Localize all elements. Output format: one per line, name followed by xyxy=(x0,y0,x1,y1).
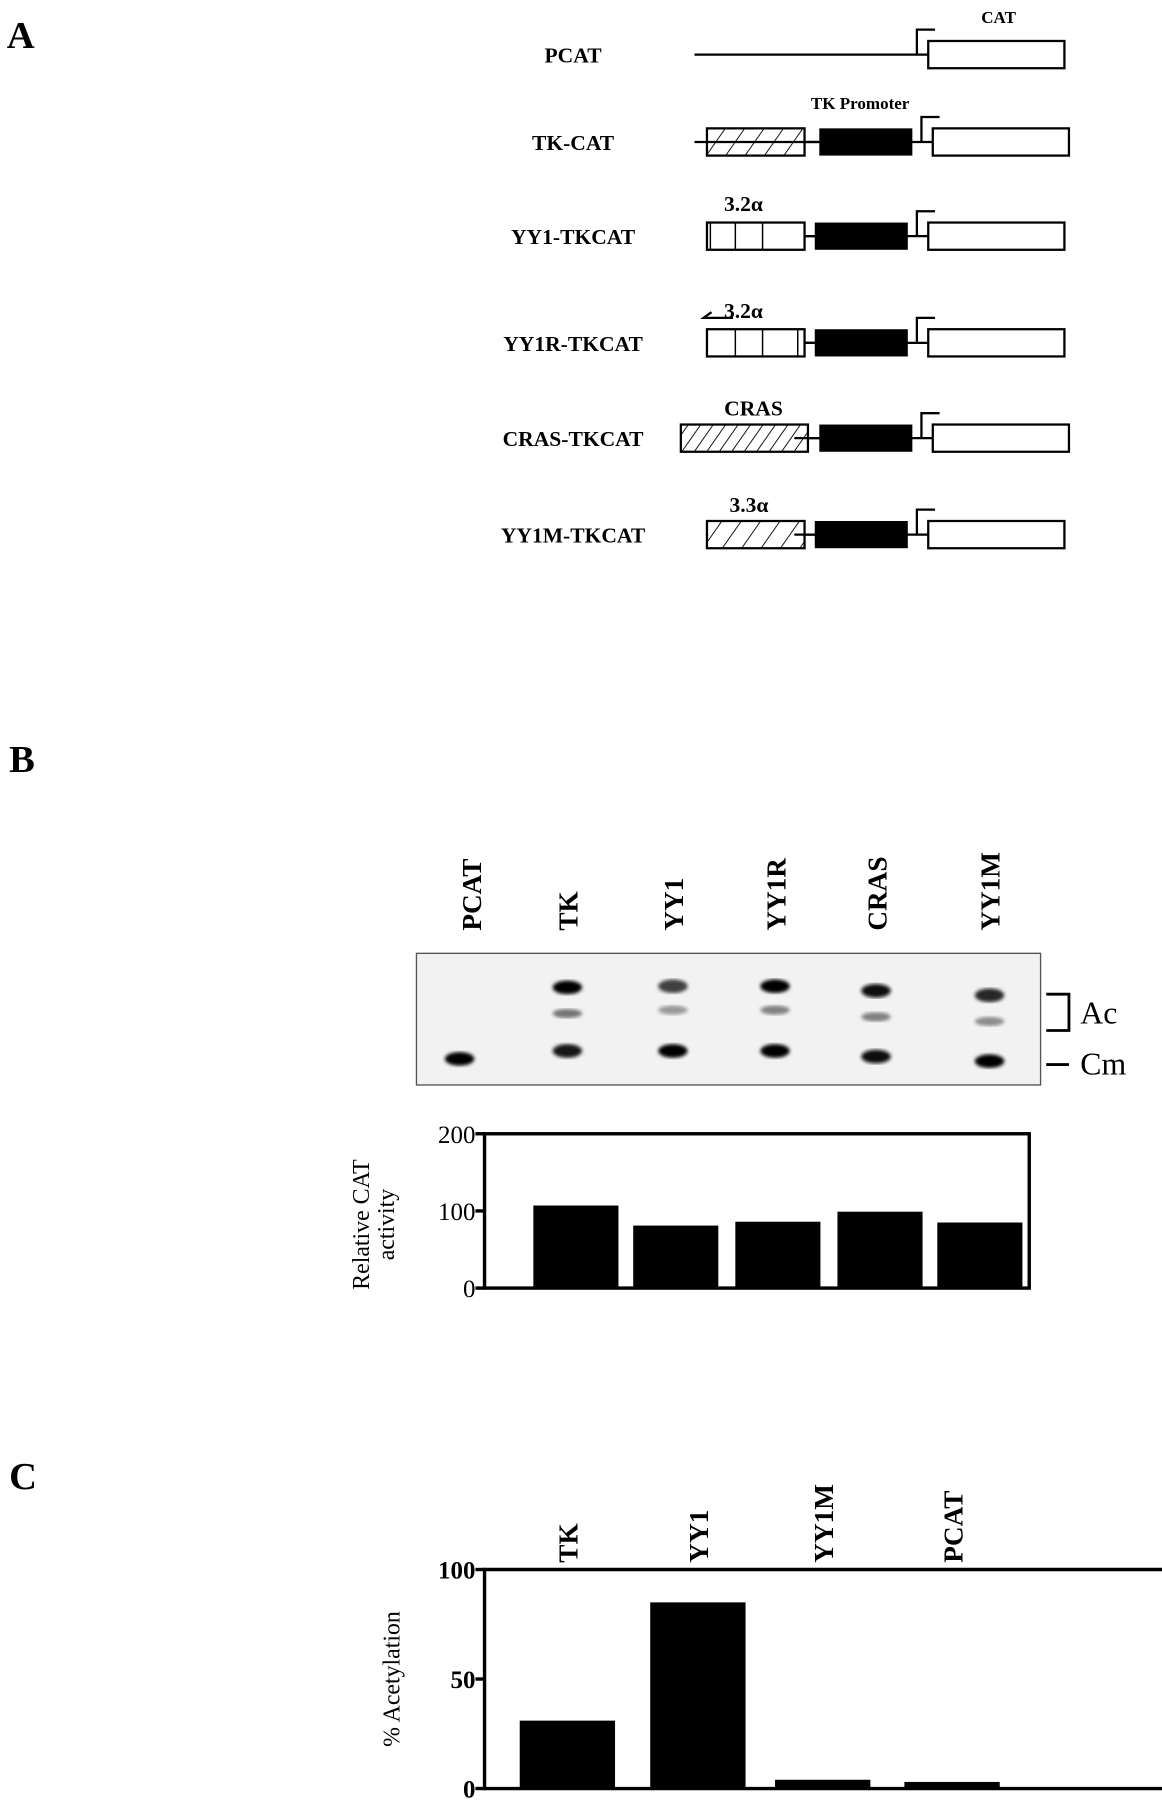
construct-row: PCAT xyxy=(545,28,1066,70)
y-tick-label: 0 xyxy=(463,1777,475,1800)
hatched-insert-box xyxy=(705,519,806,550)
hatched-insert-box xyxy=(705,127,806,157)
panel-label-b: B xyxy=(9,739,35,781)
gel-band xyxy=(552,980,583,995)
y-axis-label: activity xyxy=(374,1189,400,1261)
insert-annotation: 3.2α xyxy=(724,192,763,216)
bar-tk xyxy=(519,1720,616,1789)
bar-yy1m xyxy=(775,1779,871,1789)
construct-name: PCAT xyxy=(545,44,603,68)
category-label: YY1 xyxy=(684,1510,714,1563)
tk-promoter-box xyxy=(814,520,908,549)
gel-band xyxy=(658,979,688,994)
bar-pcat xyxy=(904,1781,1000,1789)
gel-band xyxy=(861,1049,891,1064)
gel-band xyxy=(760,1044,790,1058)
gel-band xyxy=(974,1054,1005,1068)
lane-label: YY1 xyxy=(659,878,689,931)
gel-band xyxy=(658,1005,688,1015)
construct-row: YY1R-TKCAT 3.2α xyxy=(503,299,1066,358)
construct-diagram: CAT TK Promoter PCATTK-CATYY1-TKCAT3.2αY… xyxy=(501,8,1071,550)
tk-promoter-box xyxy=(814,329,908,357)
cat-gene-box xyxy=(927,519,1066,550)
gel-band xyxy=(444,1052,475,1066)
yy1-insert-box xyxy=(705,221,806,251)
lane-label: YY1M xyxy=(976,852,1006,931)
acetylation-chart: 0 50 100 % Acetylation TK YY1 YY1M PCAT xyxy=(379,1484,1162,1800)
category-label: YY1M xyxy=(809,1484,839,1563)
y-tick-label: 100 xyxy=(438,1558,475,1585)
promoter-arrow-icon xyxy=(920,412,940,439)
lane-label: TK xyxy=(554,891,584,930)
gel-band xyxy=(861,1012,891,1022)
insert-annotation: CRAS xyxy=(724,396,783,420)
category-label: PCAT xyxy=(938,1491,968,1563)
gel-image xyxy=(415,952,1042,1086)
bar-yy1 xyxy=(650,1602,746,1789)
construct-name: YY1M-TKCAT xyxy=(501,524,646,548)
cm-label: Cm xyxy=(1080,1047,1126,1082)
promoter-arrow-icon xyxy=(915,28,936,55)
tk-promoter-box xyxy=(819,128,913,156)
y-tick-label: 50 xyxy=(451,1667,476,1694)
panel-label-a: A xyxy=(7,15,35,57)
construct-row: CRAS-TKCAT CRAS xyxy=(503,396,1071,453)
y-tick-label: 200 xyxy=(438,1122,475,1149)
tk-promoter-label: TK Promoter xyxy=(811,94,910,113)
lane-label: PCAT xyxy=(457,859,487,931)
bar-yy1 xyxy=(633,1225,719,1289)
cat-gene-box xyxy=(927,328,1066,358)
construct-name: YY1R-TKCAT xyxy=(503,332,643,356)
gel-band xyxy=(974,1016,1005,1026)
construct-name: YY1-TKCAT xyxy=(511,225,636,249)
promoter-arrow-icon xyxy=(915,316,936,343)
bar-yy1m xyxy=(937,1222,1023,1289)
insert-annotation: 3.3α xyxy=(729,493,768,517)
tk-promoter-box xyxy=(819,424,913,452)
tlc-gel: Ac Cm PCAT TK YY1 YY1R CRAS YY1M xyxy=(415,852,1126,1086)
construct-row: YY1M-TKCAT 3.3α xyxy=(501,493,1066,550)
bar-yy1r xyxy=(735,1221,821,1289)
promoter-arrow-icon xyxy=(920,115,940,142)
gel-band xyxy=(760,1005,790,1015)
construct-name: TK-CAT xyxy=(532,131,615,155)
yy1-insert-box xyxy=(705,328,806,358)
hatched-insert-box xyxy=(679,423,810,453)
y-axis-label: Relative CAT xyxy=(349,1159,375,1290)
category-label: TK xyxy=(554,1523,584,1562)
gel-band xyxy=(760,979,790,994)
gel-band xyxy=(552,1008,583,1019)
insert-annotation: 3.2α xyxy=(724,299,763,323)
panel-label-c: C xyxy=(9,1456,37,1498)
construct-row: YY1-TKCAT 3.2α xyxy=(511,192,1066,251)
y-tick-label: 0 xyxy=(463,1276,475,1303)
construct-name: CRAS-TKCAT xyxy=(503,427,644,451)
gel-band xyxy=(974,988,1005,1003)
y-axis-label: % Acetylation xyxy=(379,1611,405,1747)
promoter-arrow-icon xyxy=(915,210,936,237)
construct-row: TK-CAT xyxy=(532,115,1071,157)
gel-band xyxy=(658,1044,688,1058)
ac-bracket xyxy=(1046,992,1071,1032)
cat-label: CAT xyxy=(981,8,1016,27)
cat-gene-box xyxy=(931,423,1071,453)
tk-promoter-box xyxy=(814,222,908,250)
y-tick-label: 100 xyxy=(438,1199,475,1226)
lane-label: YY1R xyxy=(761,858,791,931)
cat-gene-box xyxy=(931,127,1071,157)
cat-gene-box xyxy=(927,221,1066,251)
ac-label: Ac xyxy=(1080,996,1117,1031)
gel-band xyxy=(861,983,891,998)
bar-cras xyxy=(837,1211,923,1289)
reverse-orientation-arrow-icon xyxy=(700,311,734,319)
gel-band xyxy=(552,1044,583,1058)
cat-gene-box xyxy=(927,39,1066,70)
lane-label: CRAS xyxy=(862,857,892,931)
promoter-arrow-icon xyxy=(915,508,936,535)
bar-tk xyxy=(533,1205,619,1289)
